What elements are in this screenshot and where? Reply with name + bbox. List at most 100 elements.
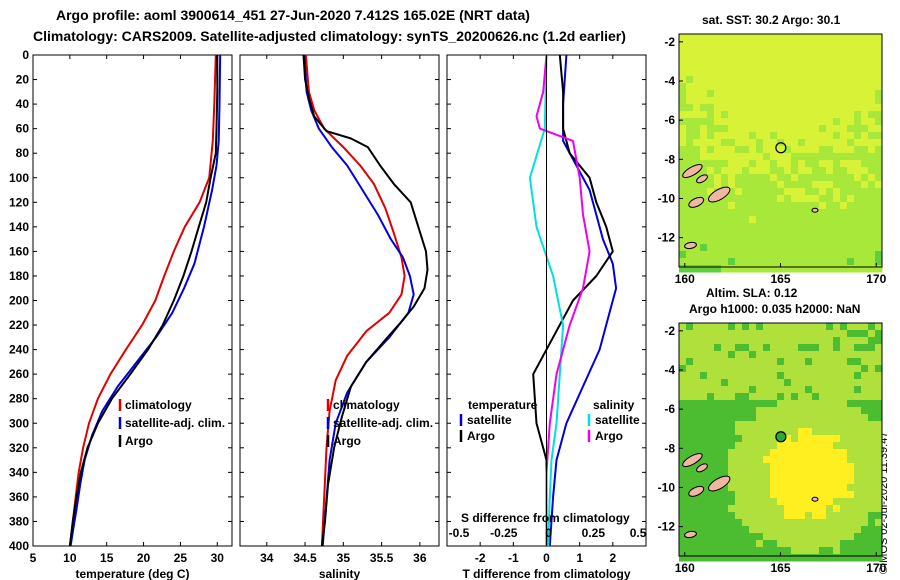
- map-cell: [777, 76, 785, 84]
- map-cell: [693, 442, 701, 450]
- map-cell: [868, 202, 876, 210]
- map-cell: [686, 386, 694, 394]
- map-cell: [847, 337, 855, 345]
- map-cell: [875, 69, 883, 77]
- map-cell: [833, 153, 841, 161]
- map-cell: [693, 512, 701, 520]
- map-cell: [784, 69, 792, 77]
- map-cell: [763, 554, 771, 562]
- map-cell: [679, 435, 687, 443]
- map-cell: [819, 202, 827, 210]
- map-cell: [707, 146, 715, 154]
- map-cell: [868, 491, 876, 499]
- map-cell: [798, 41, 806, 49]
- map-cell: [819, 62, 827, 70]
- map-cell: [819, 160, 827, 168]
- map-cell: [875, 365, 883, 373]
- map-cell: [707, 386, 715, 394]
- map-cell: [784, 174, 792, 182]
- map-cell: [679, 111, 687, 119]
- map-cell: [833, 372, 841, 380]
- map-cell: [770, 435, 778, 443]
- map-cell: [812, 344, 820, 352]
- map-cell: [798, 442, 806, 450]
- map-cell: [721, 125, 729, 133]
- map-cell: [742, 230, 750, 238]
- map-cell: [714, 463, 722, 471]
- map-cell: [735, 386, 743, 394]
- map-cell: [854, 69, 862, 77]
- map-cell: [700, 379, 708, 387]
- map-cell: [707, 505, 715, 513]
- map-cell: [756, 202, 764, 210]
- map-cell: [756, 97, 764, 105]
- map-cell: [791, 470, 799, 478]
- map-cell: [735, 62, 743, 70]
- map-cell: [679, 76, 687, 84]
- map-cell: [749, 358, 757, 366]
- map-cell: [819, 386, 827, 394]
- map-cell: [686, 34, 694, 42]
- map-cell: [721, 181, 729, 189]
- map-cell: [791, 456, 799, 464]
- map-cell: [812, 216, 820, 224]
- map-cell: [847, 111, 855, 119]
- map-cell: [791, 132, 799, 140]
- map-cell: [721, 428, 729, 436]
- map-cell: [791, 365, 799, 373]
- map-cell: [693, 90, 701, 98]
- legend-label: satellite: [467, 413, 512, 427]
- map-cell: [819, 505, 827, 513]
- map-cell: [812, 76, 820, 84]
- map-cell: [840, 526, 848, 534]
- map-cell: [847, 540, 855, 548]
- map-cell: [840, 372, 848, 380]
- map-cell: [721, 118, 729, 126]
- map-cell: [875, 400, 883, 408]
- map-cell: [742, 244, 750, 252]
- map-cell: [854, 484, 862, 492]
- map-cell: [756, 526, 764, 534]
- map-cell: [847, 251, 855, 259]
- map-cell: [854, 251, 862, 259]
- map-cell: [777, 554, 785, 562]
- map-cell: [679, 449, 687, 457]
- map-cell: [749, 216, 757, 224]
- map-cell: [833, 167, 841, 175]
- map-cell: [840, 216, 848, 224]
- map-cell: [875, 223, 883, 231]
- map-cell: [742, 358, 750, 366]
- legend-label: Argo: [125, 434, 153, 448]
- map-cell: [840, 188, 848, 196]
- map-cell: [805, 202, 813, 210]
- map-cell: [784, 400, 792, 408]
- map-cell: [700, 146, 708, 154]
- map-cell: [707, 491, 715, 499]
- map-cell: [763, 449, 771, 457]
- map-cell: [721, 330, 729, 338]
- map-cell: [861, 414, 869, 422]
- map-cell: [805, 484, 813, 492]
- map-cell: [714, 230, 722, 238]
- map-cell: [798, 512, 806, 520]
- map-cell: [756, 421, 764, 429]
- map-cell: [791, 251, 799, 259]
- map-island: [684, 241, 697, 250]
- map-cell: [756, 132, 764, 140]
- map-cell: [805, 505, 813, 513]
- map-cell: [861, 540, 869, 548]
- map-cell: [679, 505, 687, 513]
- map-cell: [763, 540, 771, 548]
- map-cell: [707, 153, 715, 161]
- map-cell: [805, 442, 813, 450]
- map-cell: [770, 62, 778, 70]
- map-cell: [819, 372, 827, 380]
- map-cell: [686, 393, 694, 401]
- map-cell: [812, 118, 820, 126]
- map-cell: [791, 265, 799, 273]
- map-cell: [728, 167, 736, 175]
- map-cell: [756, 365, 764, 373]
- map-cell: [847, 344, 855, 352]
- map-cell: [875, 456, 883, 464]
- map-cell: [686, 351, 694, 359]
